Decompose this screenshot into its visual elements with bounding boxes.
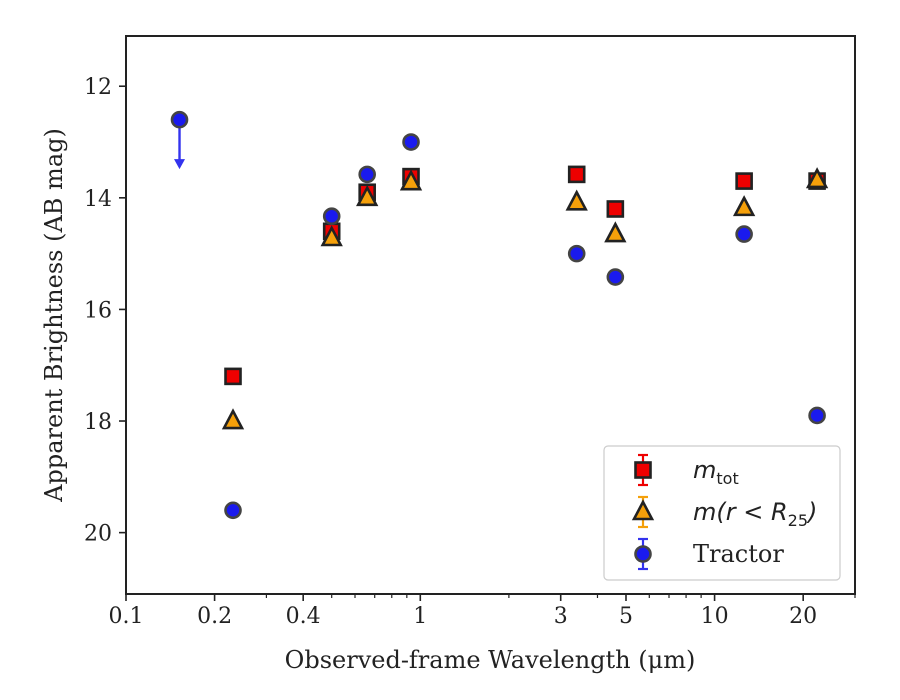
x-tick-label: 20 <box>789 604 817 629</box>
data-point <box>224 501 242 520</box>
data-point <box>224 367 242 386</box>
data-point <box>606 200 625 218</box>
x-tick-label: 3 <box>554 604 568 629</box>
data-point <box>567 165 586 184</box>
y-axis-label: Apparent Brightness (AB mag) <box>40 128 68 503</box>
data-point <box>735 225 753 243</box>
series-circle-markers <box>170 110 826 520</box>
y-tick-label: 14 <box>84 187 112 212</box>
data-point <box>606 268 625 286</box>
upper-limit-arrow-head <box>174 159 186 170</box>
axis-ticks: 0.1 0.2 0.4 1 3 5 10 20 12 14 16 18 20 <box>84 75 856 629</box>
legend: mtot m(r < R25) Tractor <box>603 445 841 581</box>
legend-box <box>603 445 841 581</box>
legend-marker <box>634 545 652 563</box>
y-tick-label: 20 <box>84 522 112 547</box>
plot-frame <box>125 35 856 595</box>
legend-marker <box>634 461 652 479</box>
y-tick-label: 18 <box>84 410 112 435</box>
series-triangle-markers <box>221 167 829 430</box>
y-tick-label: 12 <box>84 75 112 100</box>
data-point <box>604 221 627 243</box>
data-point <box>356 185 379 207</box>
data-point <box>221 408 245 430</box>
data-point <box>170 110 189 129</box>
y-tick-label: 16 <box>84 298 112 323</box>
data-point <box>565 189 588 211</box>
x-tick-label: 5 <box>619 604 633 629</box>
data-point <box>805 167 829 189</box>
data-point <box>402 133 420 151</box>
legend-marker <box>631 499 655 521</box>
legend-label: Tractor <box>693 540 784 568</box>
data-point <box>732 195 756 217</box>
data-point <box>567 244 586 263</box>
data-point <box>320 225 343 247</box>
data-point <box>322 207 341 226</box>
data-point <box>808 406 826 425</box>
legend-label: m(r < R25) <box>693 498 817 530</box>
x-axis-label: Observed-frame Wavelength (μm) <box>285 646 696 674</box>
x-tick-label: 0.4 <box>286 604 321 629</box>
x-tick-label: 0.2 <box>197 604 232 629</box>
data-markers <box>170 110 829 520</box>
data-point <box>399 169 423 191</box>
x-tick-label: 0.1 <box>109 604 144 629</box>
data-point <box>358 165 376 184</box>
data-point <box>735 172 753 190</box>
x-tick-label: 10 <box>701 604 729 629</box>
legend-label: mtot <box>693 456 739 488</box>
x-tick-label: 1 <box>413 604 427 629</box>
